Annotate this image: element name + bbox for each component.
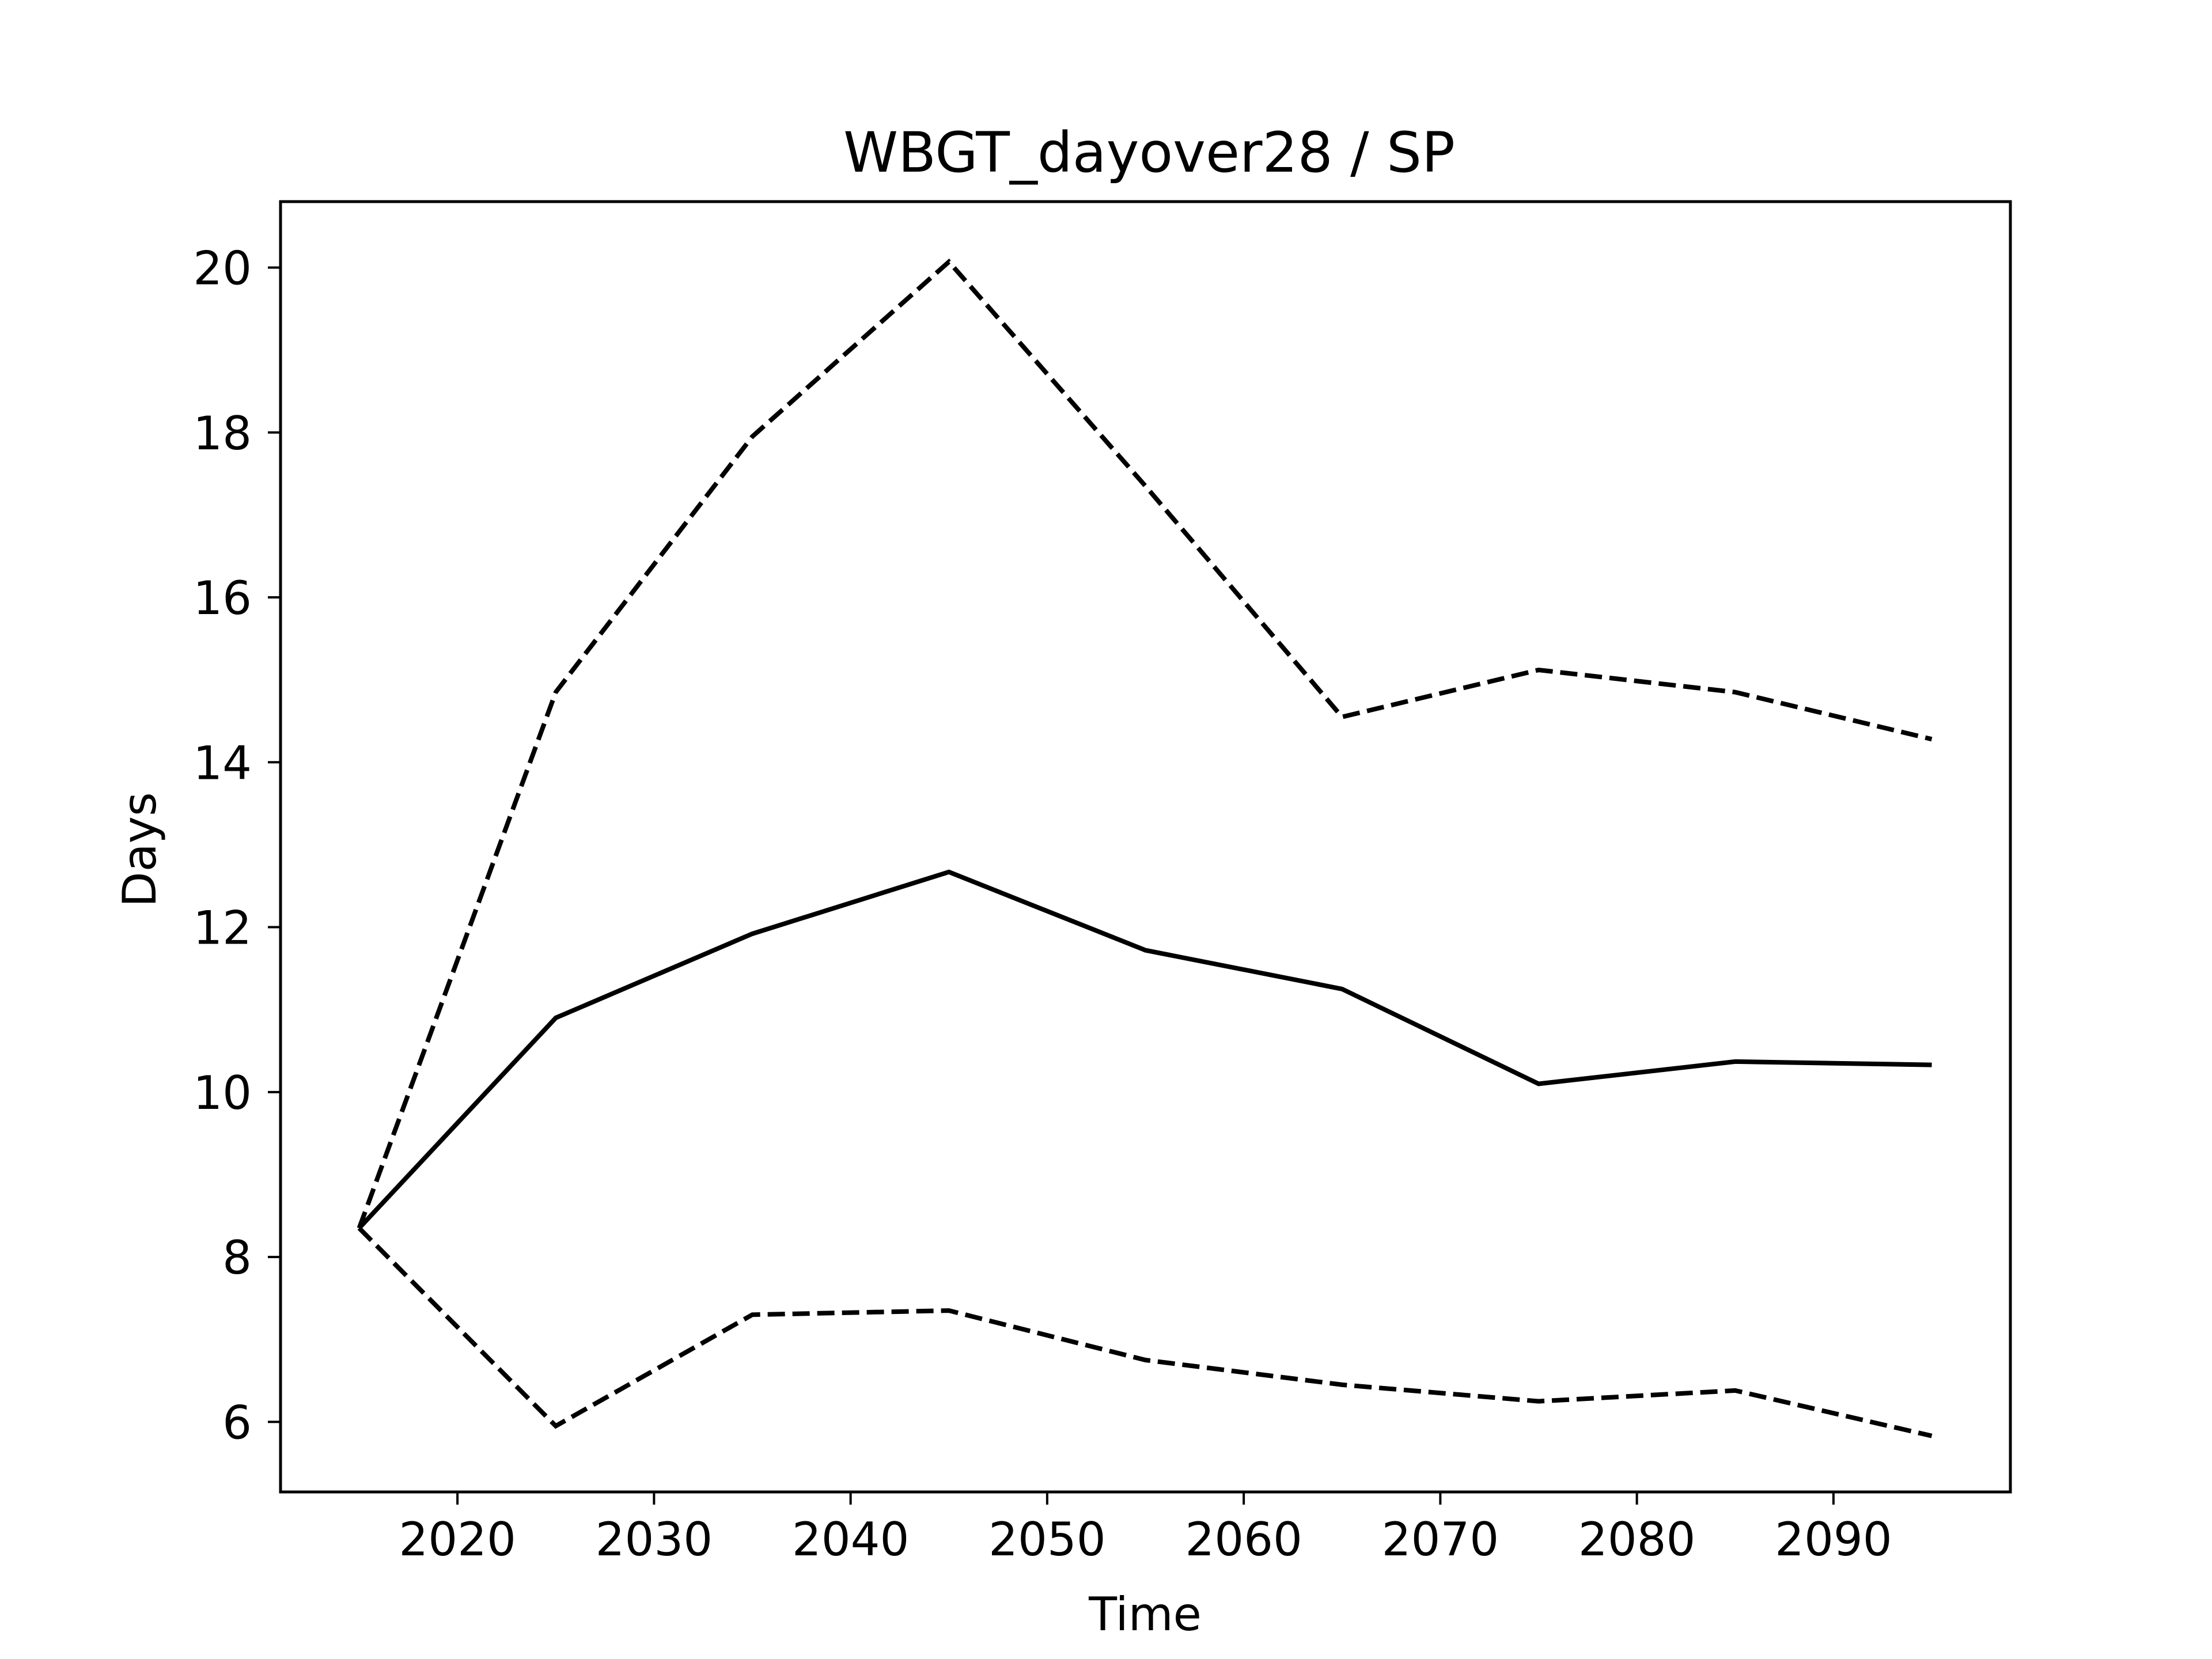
series-line-median — [357, 869, 1932, 1230]
x-tick-label: 2080 — [1578, 1513, 1696, 1566]
y-tick-label: 6 — [222, 1396, 252, 1449]
y-tick-label: 8 — [222, 1231, 252, 1285]
plot-frame — [279, 200, 2012, 1494]
x-axis: 2020 2030 2040 2050 2060 2070 2080 2090 — [399, 1492, 1892, 1566]
series-layer — [357, 258, 1933, 1438]
y-tick-label: 16 — [193, 571, 252, 625]
y-tick-label: 14 — [193, 736, 252, 790]
y-tick-label: 20 — [193, 242, 252, 296]
x-tick-label: 2090 — [1775, 1513, 1892, 1566]
x-axis-label: Time — [1088, 1588, 1202, 1641]
y-tick-label: 12 — [193, 902, 252, 955]
x-tick-label: 2040 — [792, 1513, 910, 1566]
y-tick-label: 18 — [193, 407, 252, 460]
x-tick-label: 2060 — [1185, 1513, 1302, 1566]
x-tick-label: 2050 — [988, 1513, 1106, 1566]
chart-title: WBGT_dayover28 / SP — [843, 120, 1455, 185]
y-axis-label: Days — [113, 792, 166, 907]
x-tick-label: 2070 — [1382, 1513, 1499, 1566]
y-tick-label: 10 — [193, 1066, 252, 1120]
y-axis: 6 8 10 12 14 16 18 20 — [193, 242, 281, 1449]
x-tick-label: 2020 — [399, 1513, 516, 1566]
series-line-lower — [357, 1226, 1933, 1438]
series-line-upper — [357, 258, 1933, 1229]
plot-area — [279, 200, 2012, 1494]
x-tick-label: 2030 — [596, 1513, 713, 1566]
